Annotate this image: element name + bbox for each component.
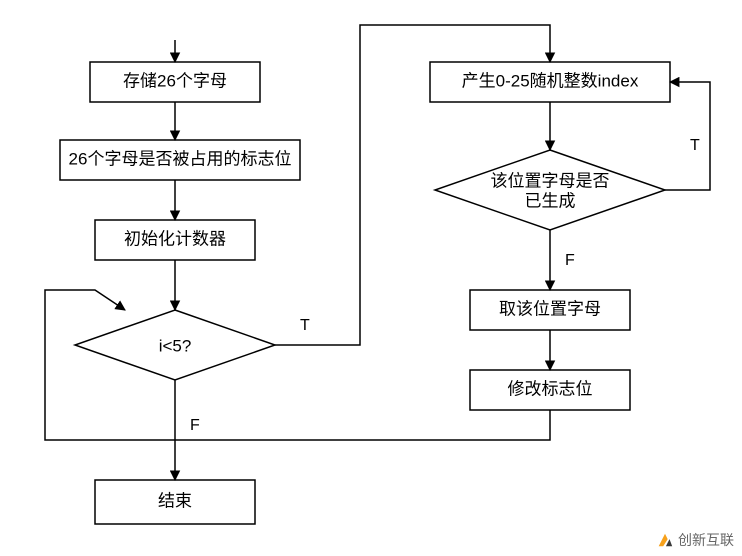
flowchart-canvas: 存储26个字母 26个字母是否被占用的标志位 初始化计数器 i<5? 结束 产生… — [0, 0, 742, 556]
edge-label-ed2F: F — [565, 252, 575, 269]
node-set-flag-label: 修改标志位 — [508, 379, 593, 398]
edge-label-ed1T: T — [300, 317, 310, 334]
watermark: 创新互联 — [656, 530, 734, 550]
watermark-text: 创新互联 — [678, 530, 734, 550]
edge-label-ed1n4: F — [190, 417, 200, 434]
edge-label-ed2T: T — [690, 137, 700, 154]
watermark-logo-icon — [656, 531, 674, 549]
node-end-label: 结束 — [158, 491, 192, 510]
node-take-letter-label: 取该位置字母 — [499, 299, 601, 318]
node-init-counter-label: 初始化计数器 — [124, 229, 226, 248]
decision-already-generated-label-1: 该位置字母是否 — [491, 171, 610, 190]
decision-i-lt-5-label: i<5? — [159, 336, 192, 355]
edge-ed2T — [665, 82, 710, 190]
node-store-letters-label: 存储26个字母 — [123, 71, 227, 90]
decision-already-generated-label-2: 已生成 — [525, 191, 576, 210]
node-flag-bits-label: 26个字母是否被占用的标志位 — [69, 149, 292, 168]
node-gen-index-label: 产生0-25随机整数index — [462, 71, 639, 90]
